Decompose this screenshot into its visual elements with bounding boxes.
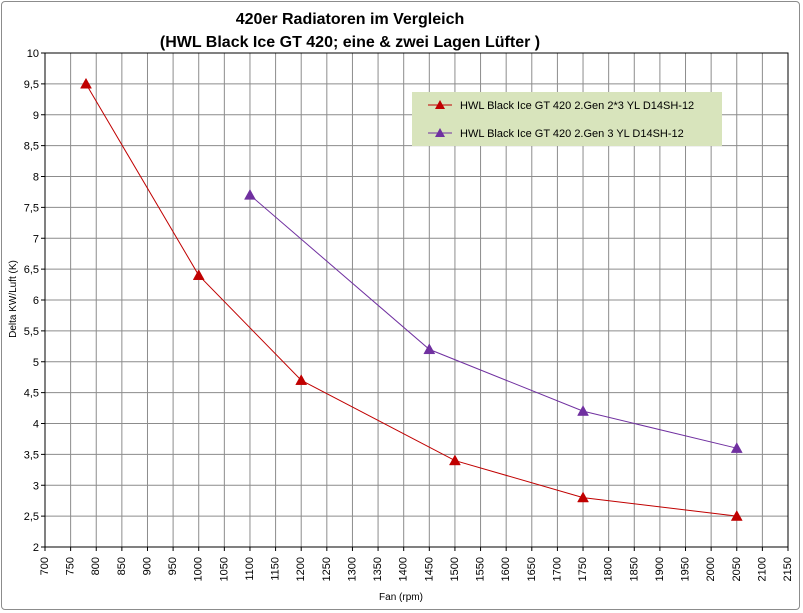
x-tick-label: 1550 <box>475 557 487 581</box>
x-tick-label: 1450 <box>423 557 435 581</box>
x-tick-label: 700 <box>39 557 51 575</box>
x-tick-label: 1100 <box>244 557 256 581</box>
y-tick-label: 4,5 <box>24 388 39 400</box>
x-tick-label: 1500 <box>449 557 461 581</box>
legend-label-series-2: HWL Black Ice GT 420 2.Gen 3 YL D14SH-12 <box>460 128 684 140</box>
x-tick-label: 1200 <box>295 557 307 581</box>
legend-marker-series-2 <box>435 128 445 137</box>
data-point-marker <box>730 510 743 521</box>
y-tick-label: 8 <box>33 172 39 184</box>
x-tick-label: 1150 <box>270 557 282 581</box>
x-tick-label: 750 <box>65 557 77 575</box>
y-tick-label: 5,5 <box>24 326 39 338</box>
x-tick-label: 1300 <box>346 557 358 581</box>
y-tick-label: 7,5 <box>24 202 39 214</box>
y-tick-label: 6,5 <box>24 264 39 276</box>
y-tick-label: 9,5 <box>24 79 39 91</box>
y-tick-label: 5 <box>33 357 39 369</box>
x-tick-label: 1650 <box>526 557 538 581</box>
x-tick-label: 1050 <box>218 557 230 581</box>
y-axis-ticks: 2 2,5 3 3,5 4 4,5 5 5,5 6 6,5 7 7,5 8 8,5 9 9,5 10 <box>24 48 45 554</box>
x-axis-ticks: 700 750 800 850 900 950 1000 1050 1100 1150 1200 12… <box>39 547 794 581</box>
data-point-marker <box>577 491 589 503</box>
series-line <box>249 194 737 449</box>
legend-marker-series-1 <box>435 100 445 109</box>
chart-subtitle: (HWL Black Ice GT 420; eine & zwei Lagen… <box>160 34 540 51</box>
y-axis-label: Delta KW/Luft (K) <box>8 260 19 338</box>
y-tick-label: 9 <box>33 110 39 122</box>
legend-box <box>412 92 722 146</box>
data-point-marker <box>192 269 205 280</box>
x-tick-label: 1900 <box>654 557 666 581</box>
series-1 <box>80 77 743 521</box>
y-tick-label: 7 <box>33 233 39 245</box>
x-tick-label: 2000 <box>705 557 717 581</box>
legend: HWL Black Ice GT 420 2.Gen 2*3 YL D14SH-… <box>412 92 722 146</box>
x-tick-label: 850 <box>116 557 128 575</box>
data-point-marker <box>449 454 461 466</box>
chart-title: 420er Radiatoren im Vergleich <box>236 11 465 28</box>
x-tick-label: 2050 <box>731 557 743 581</box>
series-line <box>85 83 737 517</box>
x-tick-label: 1600 <box>500 557 512 581</box>
y-tick-label: 3 <box>33 480 39 492</box>
y-tick-label: 8,5 <box>24 141 39 153</box>
x-tick-label: 1700 <box>551 557 563 581</box>
series-2 <box>244 189 743 453</box>
x-tick-label: 1350 <box>372 557 384 581</box>
data-point-marker <box>577 405 589 416</box>
y-tick-label: 10 <box>27 48 39 60</box>
y-tick-label: 6 <box>33 295 39 307</box>
series-group <box>80 77 743 521</box>
x-tick-label: 2150 <box>782 557 794 581</box>
x-tick-label: 1250 <box>321 557 333 581</box>
x-tick-label: 1000 <box>193 557 205 581</box>
legend-label-series-1: HWL Black Ice GT 420 2.Gen 2*3 YL D14SH-… <box>460 100 694 112</box>
y-tick-label: 3,5 <box>24 449 39 461</box>
x-tick-label: 1750 <box>577 557 589 581</box>
x-tick-label: 800 <box>90 557 102 575</box>
x-tick-label: 900 <box>141 557 153 575</box>
y-tick-label: 4 <box>33 419 39 431</box>
x-tick-label: 1400 <box>398 557 410 581</box>
x-tick-label: 2100 <box>756 557 768 581</box>
y-tick-label: 2 <box>33 542 39 554</box>
x-axis-label: Fan (rpm) <box>379 592 423 603</box>
x-tick-label: 1850 <box>628 557 640 581</box>
x-tick-label: 950 <box>167 557 179 575</box>
data-point-marker <box>730 442 743 453</box>
y-tick-label: 2,5 <box>24 511 39 523</box>
data-point-marker <box>423 343 436 355</box>
data-point-marker <box>295 374 308 385</box>
x-tick-label: 1950 <box>680 557 692 581</box>
x-tick-label: 1800 <box>603 557 615 581</box>
data-point-marker <box>244 189 256 200</box>
data-point-marker <box>80 77 92 89</box>
